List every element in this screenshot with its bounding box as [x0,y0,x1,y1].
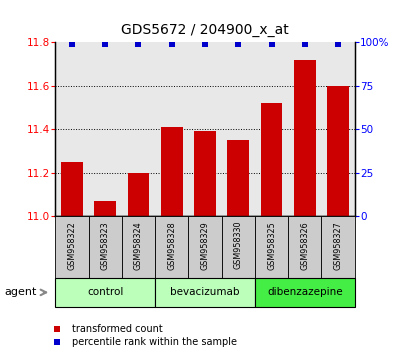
Bar [194,131,215,216]
Bar [61,162,83,216]
Text: GSM958327: GSM958327 [333,221,342,270]
Bar [326,86,348,216]
Text: bevacizumab: bevacizumab [170,287,239,297]
Text: GSM958330: GSM958330 [233,221,242,269]
Text: control: control [87,287,123,297]
Text: GSM958324: GSM958324 [134,221,143,269]
Text: GSM958323: GSM958323 [101,221,110,269]
Bar [121,216,155,278]
Bar [254,278,354,307]
Bar [293,60,315,216]
Text: GDS5672 / 204900_x_at: GDS5672 / 204900_x_at [121,23,288,37]
Bar [127,173,149,216]
Text: GSM958329: GSM958329 [200,221,209,270]
Text: GSM958328: GSM958328 [167,221,176,269]
Bar [188,216,221,278]
Text: GSM958325: GSM958325 [266,221,275,270]
Bar [55,216,88,278]
Bar [94,201,116,216]
Text: agent: agent [4,287,36,297]
Text: GSM958326: GSM958326 [299,221,308,269]
Text: percentile rank within the sample: percentile rank within the sample [72,337,236,347]
Bar [55,278,155,307]
Bar [260,103,282,216]
Text: transformed count: transformed count [72,324,162,333]
Bar [155,278,254,307]
Text: dibenzazepine: dibenzazepine [266,287,342,297]
Bar [321,216,354,278]
Bar [155,216,188,278]
Bar [254,216,288,278]
Bar [88,216,121,278]
Bar [221,216,254,278]
Bar [288,216,321,278]
Text: GSM958322: GSM958322 [67,221,76,270]
Bar [227,140,248,216]
Bar [161,127,182,216]
